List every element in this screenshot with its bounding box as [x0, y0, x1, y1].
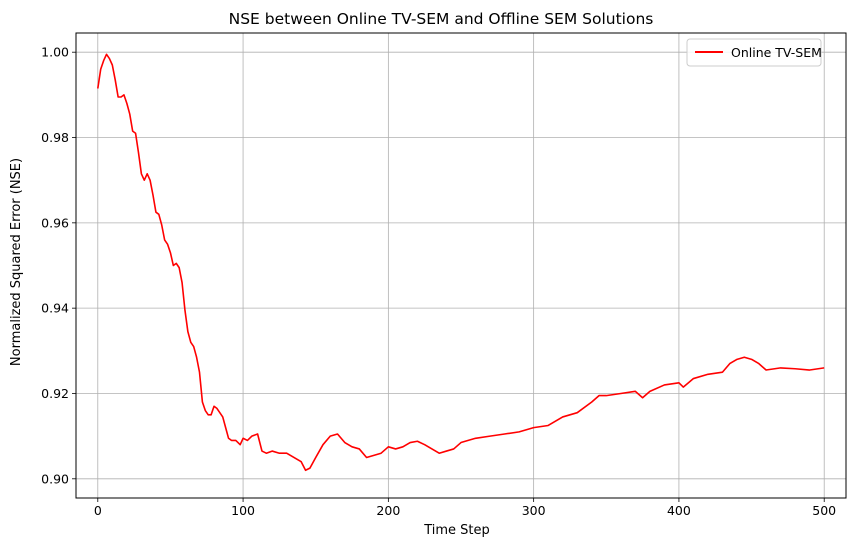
series-line-online-tv-sem [96, 53, 825, 472]
x-tick-label: 400 [667, 503, 691, 518]
x-tick-label: 100 [231, 503, 255, 518]
y-tick-label: 1.00 [41, 45, 69, 60]
y-tick-label: 0.92 [41, 386, 69, 401]
legend-label-online-tv-sem: Online TV-SEM [731, 45, 822, 60]
chart-title: NSE between Online TV-SEM and Offline SE… [229, 10, 654, 28]
grid-lines [76, 33, 846, 498]
x-tick-label: 200 [376, 503, 400, 518]
x-tick-label: 300 [522, 503, 546, 518]
y-tick-label: 0.98 [41, 130, 69, 145]
x-tick-label: 0 [94, 503, 102, 518]
y-tick-label: 0.96 [41, 215, 69, 230]
legend: Online TV-SEM [686, 38, 822, 67]
y-tick-label: 0.90 [41, 471, 69, 486]
y-tick-label: 0.94 [41, 301, 69, 316]
y-axis-label: Normalized Squared Error (NSE) [9, 158, 24, 366]
legend-box [686, 38, 822, 67]
plot-frame [75, 32, 847, 499]
series-layer [96, 53, 825, 472]
x-tick-label: 500 [812, 503, 836, 518]
axis-ticks: 0 100 200 300 400 500 0.90 0.92 0.94 0.96 0.98 1.00 [41, 45, 836, 518]
x-axis-label: Time Step [423, 523, 490, 538]
